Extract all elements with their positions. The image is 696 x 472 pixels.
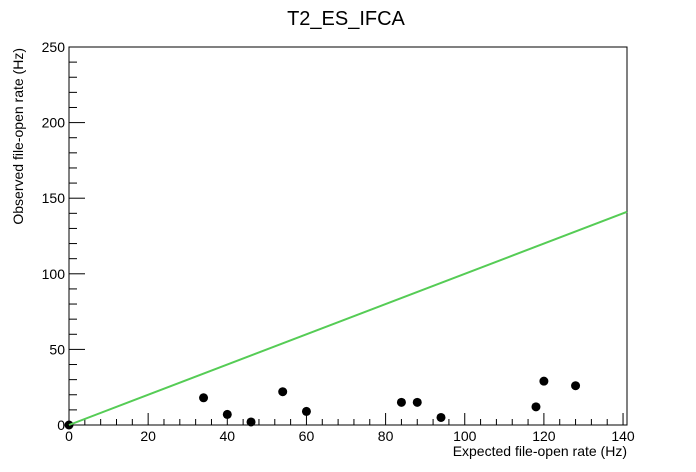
- data-point: [278, 387, 288, 397]
- y-axis-label: Observed file-open rate (Hz): [10, 48, 26, 225]
- data-point: [412, 397, 422, 407]
- data-point: [301, 406, 311, 416]
- chart-title: T2_ES_IFCA: [287, 8, 405, 30]
- plot-area: 0 20 40 60 80 100 120 140 0 50 100 150 200 250: [42, 39, 635, 444]
- x-tick-label: 120: [532, 428, 556, 444]
- data-point: [531, 402, 541, 412]
- data-point: [246, 417, 256, 427]
- y-tick-label: 200: [42, 115, 66, 131]
- x-tick-label: 40: [220, 428, 236, 444]
- data-point: [539, 376, 549, 386]
- x-tick-label: 80: [378, 428, 394, 444]
- y-tick-label: 100: [42, 266, 66, 282]
- y-tick-label: 150: [42, 190, 66, 206]
- x-tick-label: 60: [299, 428, 315, 444]
- data-point: [199, 393, 209, 403]
- reference-line: [68, 210, 628, 426]
- data-point: [222, 409, 232, 419]
- y-tick-label: 0: [57, 417, 65, 433]
- y-tick-label: 250: [42, 39, 66, 55]
- y-tick-label: 50: [49, 341, 65, 357]
- x-tick-label: 140: [611, 428, 635, 444]
- data-point: [396, 397, 406, 407]
- x-tick-label: 20: [140, 428, 156, 444]
- x-tick-label: 100: [453, 428, 477, 444]
- data-point: [571, 381, 581, 391]
- x-axis-label: Expected file-open rate (Hz): [453, 443, 627, 459]
- data-point: [436, 412, 446, 422]
- x-tick-label: 0: [65, 428, 73, 444]
- plot-frame: [68, 46, 628, 426]
